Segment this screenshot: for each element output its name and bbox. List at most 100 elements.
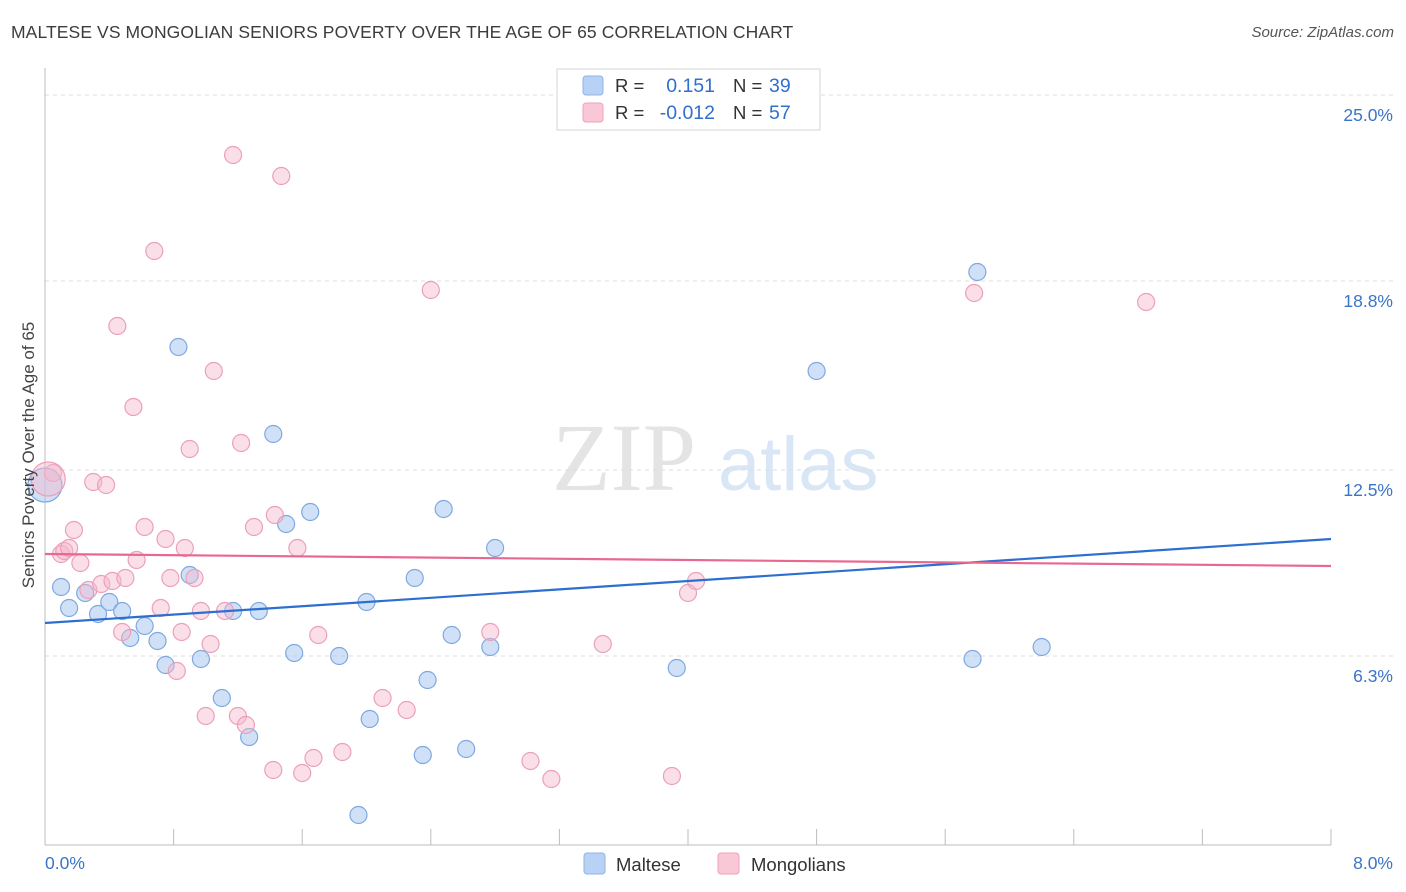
mongolians-point: [185, 568, 204, 588]
maltese-point: [457, 739, 476, 759]
maltese-point: [442, 625, 461, 645]
mongolians-point: [333, 742, 352, 762]
mongolians-point: [201, 634, 220, 654]
maltese-point: [481, 637, 500, 657]
maltese-point: [349, 805, 368, 825]
legend-n-value-mongolians: 57: [769, 102, 791, 124]
maltese-point: [113, 601, 132, 621]
legend-swatch-maltese: [582, 75, 604, 96]
legend-n-value-maltese: 39: [769, 75, 791, 97]
mongolians-point: [481, 622, 500, 642]
y-axis-label: Seniors Poverty Over the Age of 65: [19, 322, 38, 588]
bottom-legend-label-maltese: Maltese: [616, 854, 681, 875]
x-tick-label: 8.0%: [1353, 853, 1393, 873]
maltese-point: [434, 499, 453, 519]
mongolians-point: [135, 517, 154, 537]
gridlines: [45, 94, 1393, 657]
mongolians-point: [145, 241, 164, 261]
mongolians-point: [272, 166, 291, 186]
bottom-legend-label-mongolians: Mongolians: [751, 854, 846, 875]
mongolians-point: [124, 397, 143, 417]
mongolians-point: [309, 625, 328, 645]
maltese-trend-line: [44, 537, 1332, 625]
maltese-point: [285, 643, 304, 663]
mongolians-point: [92, 574, 111, 594]
stats-legend: R = 0.151 N = 39 R = -0.012 N = 57: [556, 68, 821, 131]
mongolians-point: [542, 769, 561, 789]
watermark-atlas: atlas: [718, 422, 879, 507]
mongolians-point: [288, 538, 307, 558]
maltese-point: [963, 649, 982, 669]
mongolians-point: [223, 145, 243, 165]
maltese-point: [405, 568, 424, 588]
mongolians-point: [521, 751, 540, 771]
maltese-point: [51, 577, 71, 597]
maltese-point: [156, 655, 175, 675]
maltese-point: [180, 565, 199, 585]
mongolians-point: [236, 715, 256, 735]
mongolians-point: [232, 433, 251, 453]
maltese-point: [360, 709, 379, 729]
mongolians-point: [161, 568, 180, 588]
y-tick-label: 12.5%: [1343, 480, 1393, 500]
mongolians-point: [113, 622, 132, 642]
mongolians-point: [96, 475, 116, 495]
maltese-point: [413, 745, 432, 765]
legend-r-label-mongolians: R =: [615, 102, 644, 123]
mongolians-point: [116, 568, 135, 588]
legend-r-value-maltese: 0.151: [666, 75, 715, 97]
maltese-point: [486, 538, 505, 558]
maltese-point: [807, 361, 826, 381]
maltese-point: [418, 670, 437, 690]
maltese-point: [667, 658, 686, 678]
y-tick-label: 18.8%: [1343, 291, 1393, 311]
maltese-point: [212, 688, 231, 708]
source-label: Source: ZipAtlas.com: [1251, 24, 1394, 41]
bottom-legend-swatch-mongolians: [717, 852, 740, 875]
maltese-point: [191, 649, 211, 669]
x-tick-label: 0.0%: [45, 853, 85, 873]
mongolians-point: [304, 748, 323, 768]
mongolians-point: [43, 463, 63, 483]
legend-n-label-maltese: N =: [733, 75, 762, 96]
axes: 6.3% 12.5% 18.8% 25.0% 0.0% 8.0%: [44, 68, 1393, 873]
mongolians-point: [60, 538, 79, 558]
maltese-point: [249, 601, 268, 621]
mongolians-point: [204, 361, 223, 381]
mongolians-point: [71, 553, 90, 573]
mongolians-trend-line: [44, 552, 1332, 568]
mongolians-point: [244, 517, 264, 537]
mongolians-point: [593, 634, 612, 654]
maltese-point: [301, 502, 320, 522]
y-tick-label: 25.0%: [1343, 105, 1393, 125]
maltese-point: [76, 583, 95, 603]
mongolians-point: [172, 622, 191, 642]
data-points: [27, 145, 1156, 825]
bottom-legend: Maltese Mongolians: [583, 852, 846, 875]
mongolians-point: [64, 520, 84, 540]
mongolians-point: [1137, 292, 1156, 312]
mongolians-point: [191, 601, 211, 621]
maltese-point: [1032, 637, 1051, 657]
mongolians-point: [196, 706, 215, 726]
mongolians-point: [293, 763, 312, 783]
mongolians-point: [265, 505, 284, 525]
maltese-point: [27, 467, 63, 503]
maltese-point: [60, 598, 79, 618]
mongolians-point: [30, 461, 66, 497]
bottom-legend-swatch-maltese: [583, 852, 606, 875]
trend-lines: [44, 537, 1332, 625]
legend-swatch-mongolians: [582, 102, 604, 123]
maltese-point: [330, 646, 349, 666]
mongolians-point: [156, 529, 175, 549]
mongolians-point: [373, 688, 392, 708]
legend-r-value-mongolians: -0.012: [660, 102, 715, 124]
mongolians-point: [180, 439, 199, 459]
maltese-point: [135, 616, 154, 636]
mongolians-point: [264, 760, 283, 780]
mongolians-point: [397, 700, 416, 720]
legend-n-label-mongolians: N =: [733, 102, 762, 123]
maltese-point: [169, 337, 188, 357]
y-tick-label: 6.3%: [1353, 666, 1393, 686]
maltese-point: [148, 631, 167, 651]
